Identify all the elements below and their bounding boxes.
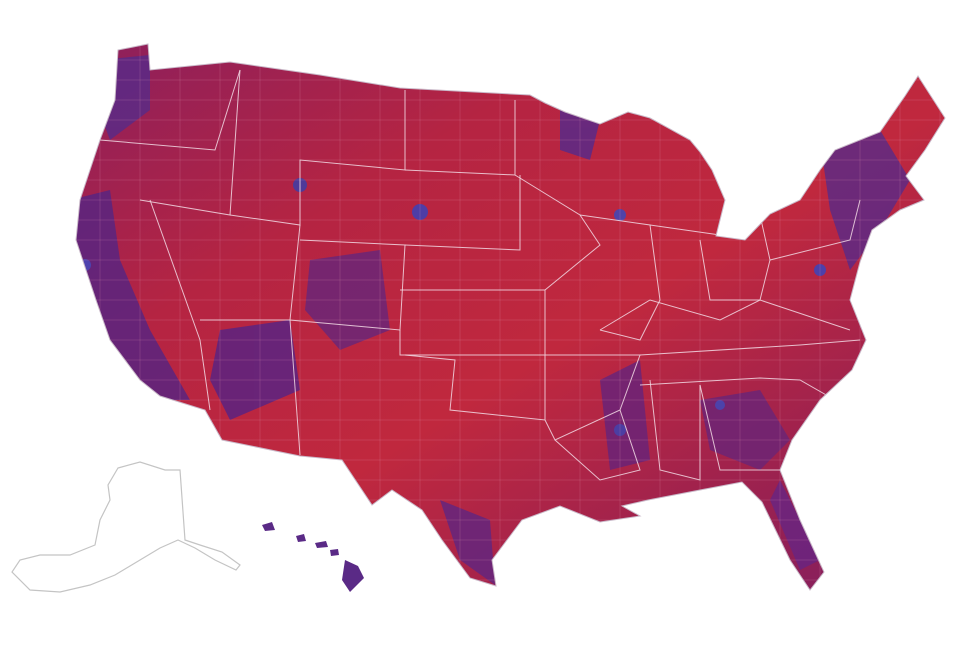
state-borders [99,69,861,481]
hawaii [262,522,364,592]
counties [76,44,945,590]
alaska-outline [11,461,241,593]
